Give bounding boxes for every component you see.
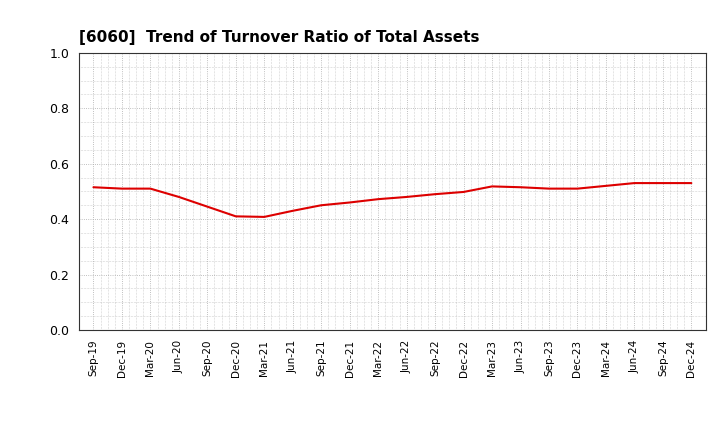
Text: [6060]  Trend of Turnover Ratio of Total Assets: [6060] Trend of Turnover Ratio of Total … bbox=[79, 29, 480, 45]
